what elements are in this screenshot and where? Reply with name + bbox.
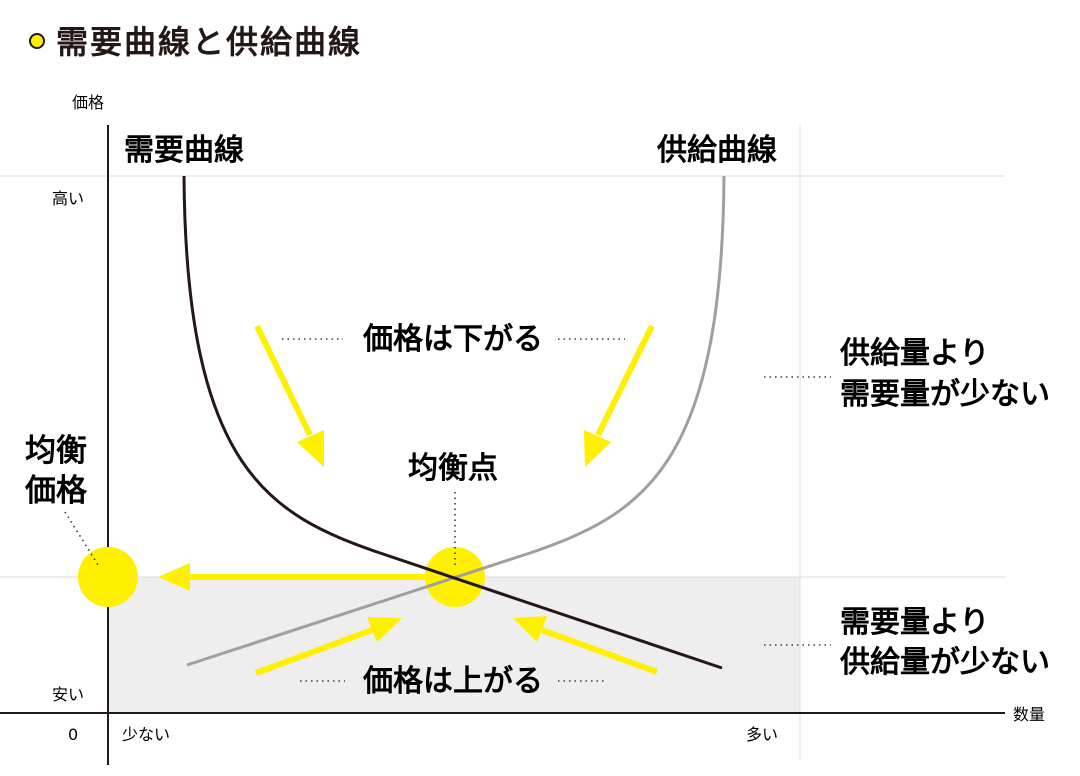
arrow-down-right-icon [297, 430, 324, 467]
arrow-up-right-icon [367, 617, 402, 642]
arrow-price-rises-left-shaft [254, 627, 374, 676]
shortage-label-line1: 需要量より [840, 605, 989, 640]
arrow-up-left-icon [513, 616, 547, 642]
y-axis-low-label: 安い [52, 685, 84, 704]
price-falls-label: 価格は下がる [362, 322, 543, 357]
supply-curve [186, 175, 726, 667]
arrow-price-falls-left-shaft [254, 324, 313, 437]
demand-curve-label: 需要曲線 [124, 133, 244, 168]
demand-curve [182, 175, 723, 670]
y-axis-high-label: 高い [52, 189, 84, 208]
equilibrium-point-label: 均衡点 [408, 451, 498, 486]
supply-curve-label: 供給曲線 [656, 133, 777, 168]
x-axis-high-label: 多い [746, 725, 778, 744]
shortage-label-line2: 供給量が少ない [839, 645, 1050, 680]
arrow-price-falls-right-shaft [595, 324, 655, 437]
page-title: 需要曲線と供給曲線 [56, 23, 362, 61]
x-axis-low-label: 少ない [122, 725, 170, 744]
price-rises-label: 価格は上がる [362, 664, 543, 699]
origin-label: 0 [68, 725, 78, 744]
equilibrium-price-label-line2: 価格 [24, 473, 88, 509]
arrow-down-left-icon [584, 430, 611, 467]
equilibrium-price-marker [78, 547, 138, 607]
x-axis-label: 数量 [1013, 705, 1045, 724]
surplus-label-line2: 需要量が少ない [840, 377, 1050, 412]
leader-equilibrium-price [64, 511, 101, 569]
arrow-price-rises-right-shaft [540, 627, 659, 675]
equilibrium-price-label-line1: 均衡 [25, 433, 87, 469]
surplus-label-line1: 供給量より [839, 336, 989, 371]
title-bullet-icon [29, 33, 45, 49]
y-axis-label: 価格 [72, 93, 104, 112]
arrow-left-icon [158, 563, 190, 591]
